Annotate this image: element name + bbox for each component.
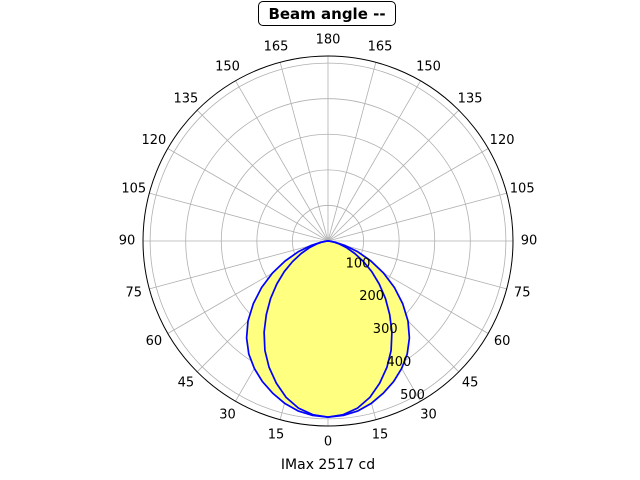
angle-tick-label: 15: [372, 428, 389, 443]
radial-tick-label: 500: [400, 388, 425, 403]
angle-tick-label: 165: [264, 39, 289, 54]
angle-tick-label: 165: [368, 39, 393, 54]
angular-grid-line: [149, 240, 329, 290]
angle-tick-label: 105: [121, 182, 146, 197]
radial-tick-label: 100: [346, 256, 371, 271]
angle-tick-label: 90: [521, 234, 538, 249]
angle-tick-label: 60: [494, 334, 511, 349]
series-line-2: [263, 240, 393, 418]
angle-tick-label: 105: [510, 182, 535, 197]
angle-tick-label: 135: [173, 91, 198, 106]
angle-tick-label: 135: [458, 91, 483, 106]
polar-frame: [142, 55, 514, 427]
angle-tick-label: 75: [514, 286, 531, 301]
radial-tick-label: 200: [359, 289, 384, 304]
angle-tick-label: 30: [219, 408, 236, 423]
angle-tick-label: 150: [416, 59, 441, 74]
angle-tick-label: 45: [178, 376, 195, 391]
angular-grid-line: [167, 148, 329, 242]
angular-grid-line: [327, 192, 507, 242]
angle-tick-label: 60: [146, 334, 163, 349]
angular-grid-line: [149, 192, 329, 242]
angular-grid-line: [279, 62, 329, 242]
angular-grid-line: [327, 148, 489, 242]
angular-grid-line: [327, 240, 507, 290]
angular-grid-line: [327, 80, 421, 242]
x-axis-label: IMax 2517 cd: [280, 457, 376, 473]
angle-tick-label: 150: [215, 59, 240, 74]
series-layer: [245, 240, 411, 418]
radial-tick-label: 400: [387, 355, 412, 370]
tick-labels: 0 15 15 30 30 45 45 60 60 75 75 90 90 105 105 120 120 135…: [119, 33, 538, 450]
angular-grid-line: [196, 109, 329, 242]
angle-tick-label: 0: [324, 435, 332, 450]
angle-tick-label: 120: [141, 133, 166, 148]
chart-title: Beam angle --: [258, 1, 396, 26]
angle-tick-label: 15: [268, 428, 285, 443]
radial-tick-label: 300: [373, 322, 398, 337]
angle-tick-label: 120: [490, 133, 515, 148]
angular-grid-line: [327, 62, 377, 242]
angle-tick-label: 75: [126, 286, 143, 301]
series-fill-2: [264, 241, 392, 418]
angle-tick-label: 30: [420, 408, 437, 423]
angle-tick-label: 90: [119, 234, 136, 249]
angular-grid-line: [235, 80, 329, 242]
angle-tick-label: 45: [462, 376, 479, 391]
angle-tick-label: 180: [316, 33, 341, 48]
angular-grid-line: [327, 109, 460, 242]
